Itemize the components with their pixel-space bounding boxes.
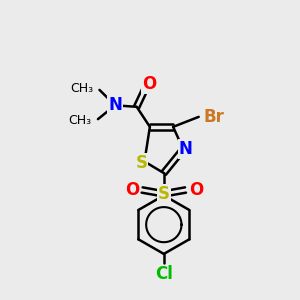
Text: N: N (108, 96, 122, 114)
Text: CH₃: CH₃ (69, 114, 92, 127)
Text: N: N (178, 140, 193, 158)
Text: Br: Br (203, 108, 224, 126)
Text: S: S (135, 154, 147, 172)
Text: CH₃: CH₃ (70, 82, 93, 95)
Text: S: S (158, 185, 170, 203)
Text: Cl: Cl (155, 266, 173, 284)
Text: O: O (142, 75, 156, 93)
Text: O: O (125, 181, 139, 199)
Text: O: O (189, 181, 203, 199)
